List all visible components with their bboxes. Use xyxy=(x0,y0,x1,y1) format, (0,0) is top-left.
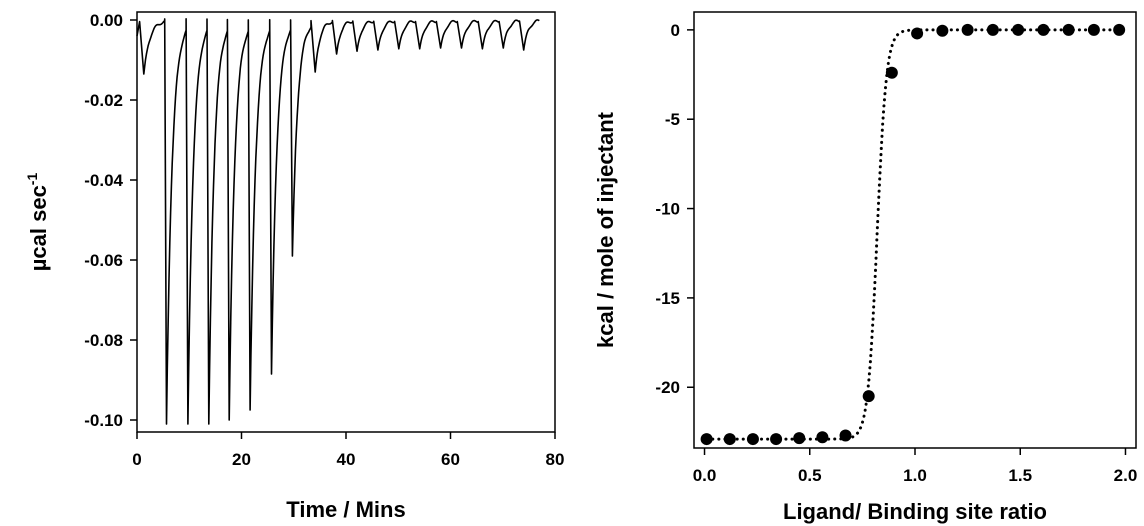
x-tick-label: 60 xyxy=(441,450,460,469)
data-point xyxy=(793,432,806,445)
data-point xyxy=(885,66,898,79)
data-point xyxy=(936,24,949,37)
data-point xyxy=(1113,23,1126,36)
data-point xyxy=(816,431,829,444)
x-tick-label: 80 xyxy=(546,450,565,469)
x-tick-label: 2.0 xyxy=(1114,466,1138,485)
x-tick-label: 0.0 xyxy=(693,466,717,485)
x-tick-label: 1.0 xyxy=(903,466,927,485)
y-tick-label: -0.10 xyxy=(84,411,123,430)
thermogram-panel: 0.00 -0.02 -0.04 -0.06 -0.08 -0.10 0 20 40 60 80 Ti… xyxy=(24,11,564,522)
x-tick-label: 1.5 xyxy=(1008,466,1032,485)
data-point xyxy=(700,433,713,446)
data-point xyxy=(961,23,974,36)
y-tick-label: -0.06 xyxy=(84,251,123,270)
fit-curve xyxy=(705,28,1121,441)
data-point xyxy=(1062,23,1075,36)
plot-frame xyxy=(136,11,556,433)
data-point xyxy=(1087,23,1100,36)
y-tick-label: -0.04 xyxy=(84,171,123,190)
data-point xyxy=(862,390,875,403)
x-tick-label: 0 xyxy=(132,450,141,469)
y-axis-title-superscript: -1 xyxy=(24,173,40,186)
data-point xyxy=(723,433,736,446)
x-axis-title: Time / Mins xyxy=(286,497,405,522)
plot-frame xyxy=(693,11,1137,449)
x-tick-label: 40 xyxy=(337,450,356,469)
x-tick-label: 0.5 xyxy=(798,466,822,485)
x-axis-title: Ligand/ Binding site ratio xyxy=(783,499,1047,524)
y-axis-title: µcal sec-1 xyxy=(24,173,51,272)
data-point xyxy=(1012,23,1025,36)
data-point xyxy=(746,433,759,446)
data-point xyxy=(770,433,783,446)
y-tick-label: -0.08 xyxy=(84,331,123,350)
y-tick-label: 0 xyxy=(671,21,680,40)
y-tick-label: -10 xyxy=(655,200,680,219)
y-tick-label: -20 xyxy=(655,378,680,397)
thermogram-trace xyxy=(136,18,540,425)
y-tick-label: -5 xyxy=(665,110,680,129)
x-tick-label: 20 xyxy=(232,450,251,469)
y-tick-label: -15 xyxy=(655,289,680,308)
binding-isotherm-panel: 0 -5 -10 -15 -20 0.0 0.5 1.0 1.5 2.0 Ligand/ Bindi… xyxy=(593,11,1138,524)
y-tick-label: -0.02 xyxy=(84,91,123,110)
data-point xyxy=(986,23,999,36)
data-point xyxy=(839,429,852,442)
data-point xyxy=(911,27,924,40)
data-point xyxy=(1037,23,1050,36)
y-axis-title: kcal / mole of injectant xyxy=(593,111,618,348)
y-tick-label: 0.00 xyxy=(90,11,123,30)
